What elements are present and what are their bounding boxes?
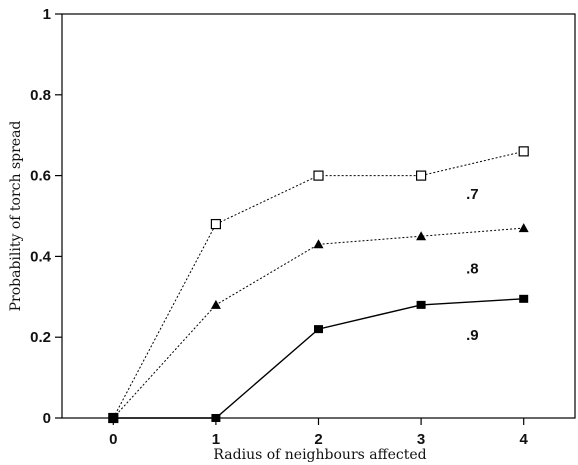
data-point	[313, 239, 324, 249]
series-line	[113, 298, 524, 419]
x-tick-label: 4	[520, 431, 529, 448]
series-label: .9	[466, 327, 479, 344]
y-tick-label: 0.8	[30, 87, 51, 104]
data-point	[210, 218, 221, 230]
y-tick-label: 0.4	[30, 248, 52, 265]
plot-frame	[61, 13, 576, 419]
data-point	[211, 414, 221, 422]
series-labels: .7 .8 .9	[466, 186, 479, 344]
y-axis-ticks: 0 0.2 0.4 0.6 0.8 1	[30, 6, 62, 427]
data-point	[314, 325, 323, 334]
data-point	[416, 231, 427, 241]
data-point	[210, 299, 221, 309]
data-point	[108, 414, 118, 422]
x-tick-label: 0	[109, 431, 117, 448]
x-axis-title: Radius of neighbours affected	[213, 447, 426, 463]
y-tick-label: 0.6	[30, 168, 51, 185]
x-axis-ticks: 0 1 2 3 4	[109, 418, 529, 448]
series-lines	[112, 150, 524, 419]
y-tick-label: 1	[43, 6, 51, 23]
series-line	[112, 150, 524, 419]
y-tick-label: 0.2	[30, 329, 51, 346]
data-point	[519, 294, 529, 303]
data-point	[416, 170, 427, 181]
y-tick-label: 0	[43, 410, 51, 427]
x-tick-label: 1	[212, 431, 220, 448]
x-tick-label: 2	[314, 431, 322, 448]
x-tick-label: 3	[417, 431, 425, 448]
series-line	[112, 227, 524, 419]
y-axis-title: Probability of torch spread	[8, 121, 24, 312]
data-point	[313, 170, 324, 181]
series-label: .8	[466, 261, 479, 278]
series-markers	[108, 146, 529, 424]
data-point	[518, 146, 529, 157]
series-label: .7	[466, 186, 479, 203]
data-point	[416, 300, 426, 309]
data-point	[518, 223, 529, 233]
